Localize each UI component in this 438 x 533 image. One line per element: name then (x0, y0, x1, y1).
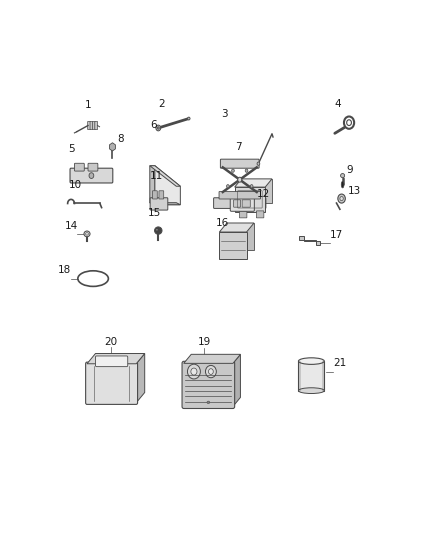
Ellipse shape (191, 368, 197, 375)
Text: 1: 1 (85, 100, 92, 110)
Ellipse shape (341, 174, 345, 177)
Text: 14: 14 (65, 221, 78, 231)
Text: 12: 12 (257, 189, 270, 199)
FancyBboxPatch shape (219, 191, 261, 199)
FancyBboxPatch shape (256, 211, 264, 218)
Text: 21: 21 (333, 359, 347, 368)
Ellipse shape (207, 401, 210, 403)
Ellipse shape (238, 177, 242, 182)
Ellipse shape (205, 366, 216, 378)
FancyBboxPatch shape (220, 159, 259, 168)
FancyBboxPatch shape (90, 122, 93, 130)
FancyBboxPatch shape (88, 163, 98, 171)
Ellipse shape (89, 173, 94, 179)
FancyBboxPatch shape (152, 191, 157, 199)
Polygon shape (233, 354, 240, 407)
Polygon shape (235, 187, 265, 212)
FancyBboxPatch shape (230, 197, 254, 211)
FancyBboxPatch shape (298, 361, 324, 391)
FancyBboxPatch shape (150, 198, 168, 210)
Text: 20: 20 (105, 336, 118, 346)
FancyBboxPatch shape (74, 163, 84, 171)
Ellipse shape (298, 388, 324, 393)
FancyBboxPatch shape (88, 122, 90, 130)
Polygon shape (136, 353, 145, 403)
Ellipse shape (257, 162, 260, 165)
Text: 7: 7 (235, 142, 241, 152)
Text: 3: 3 (221, 109, 228, 118)
Polygon shape (150, 166, 180, 186)
Polygon shape (219, 232, 247, 259)
Polygon shape (150, 166, 155, 205)
Ellipse shape (245, 169, 248, 172)
Text: 6: 6 (150, 119, 156, 130)
Text: 18: 18 (57, 265, 71, 276)
FancyBboxPatch shape (159, 191, 164, 199)
Text: 15: 15 (148, 208, 161, 219)
Text: 9: 9 (346, 165, 353, 175)
Text: 5: 5 (68, 144, 75, 154)
Text: 4: 4 (334, 99, 341, 109)
Ellipse shape (187, 117, 190, 120)
Polygon shape (110, 143, 115, 151)
Text: 8: 8 (117, 134, 124, 144)
Text: 19: 19 (197, 337, 211, 347)
FancyBboxPatch shape (95, 122, 98, 130)
Text: 13: 13 (347, 186, 360, 196)
Ellipse shape (341, 181, 344, 188)
Text: 16: 16 (216, 217, 229, 228)
Ellipse shape (340, 197, 343, 200)
FancyBboxPatch shape (92, 122, 95, 130)
Ellipse shape (157, 127, 159, 129)
Ellipse shape (155, 227, 162, 235)
Text: 17: 17 (330, 230, 343, 240)
FancyBboxPatch shape (214, 198, 266, 208)
FancyBboxPatch shape (86, 362, 138, 405)
Ellipse shape (156, 229, 158, 231)
Polygon shape (155, 166, 180, 205)
Ellipse shape (86, 232, 88, 235)
Polygon shape (150, 203, 180, 205)
Ellipse shape (187, 364, 200, 379)
Ellipse shape (250, 184, 253, 188)
FancyBboxPatch shape (240, 211, 247, 218)
Polygon shape (87, 353, 145, 364)
Polygon shape (241, 179, 272, 204)
Ellipse shape (84, 231, 90, 237)
FancyBboxPatch shape (233, 200, 240, 207)
Ellipse shape (338, 194, 345, 203)
FancyBboxPatch shape (182, 361, 235, 408)
Text: 2: 2 (158, 99, 165, 109)
Polygon shape (299, 236, 320, 245)
FancyBboxPatch shape (95, 356, 128, 367)
Polygon shape (227, 223, 254, 249)
Text: 11: 11 (150, 171, 163, 181)
FancyBboxPatch shape (242, 200, 250, 207)
Ellipse shape (298, 358, 324, 365)
Text: 10: 10 (69, 180, 82, 190)
Polygon shape (219, 223, 254, 232)
Ellipse shape (232, 169, 234, 172)
Ellipse shape (226, 184, 229, 188)
Ellipse shape (208, 369, 213, 375)
Polygon shape (184, 354, 240, 364)
Polygon shape (235, 179, 272, 187)
FancyBboxPatch shape (70, 168, 113, 183)
Ellipse shape (156, 125, 161, 131)
